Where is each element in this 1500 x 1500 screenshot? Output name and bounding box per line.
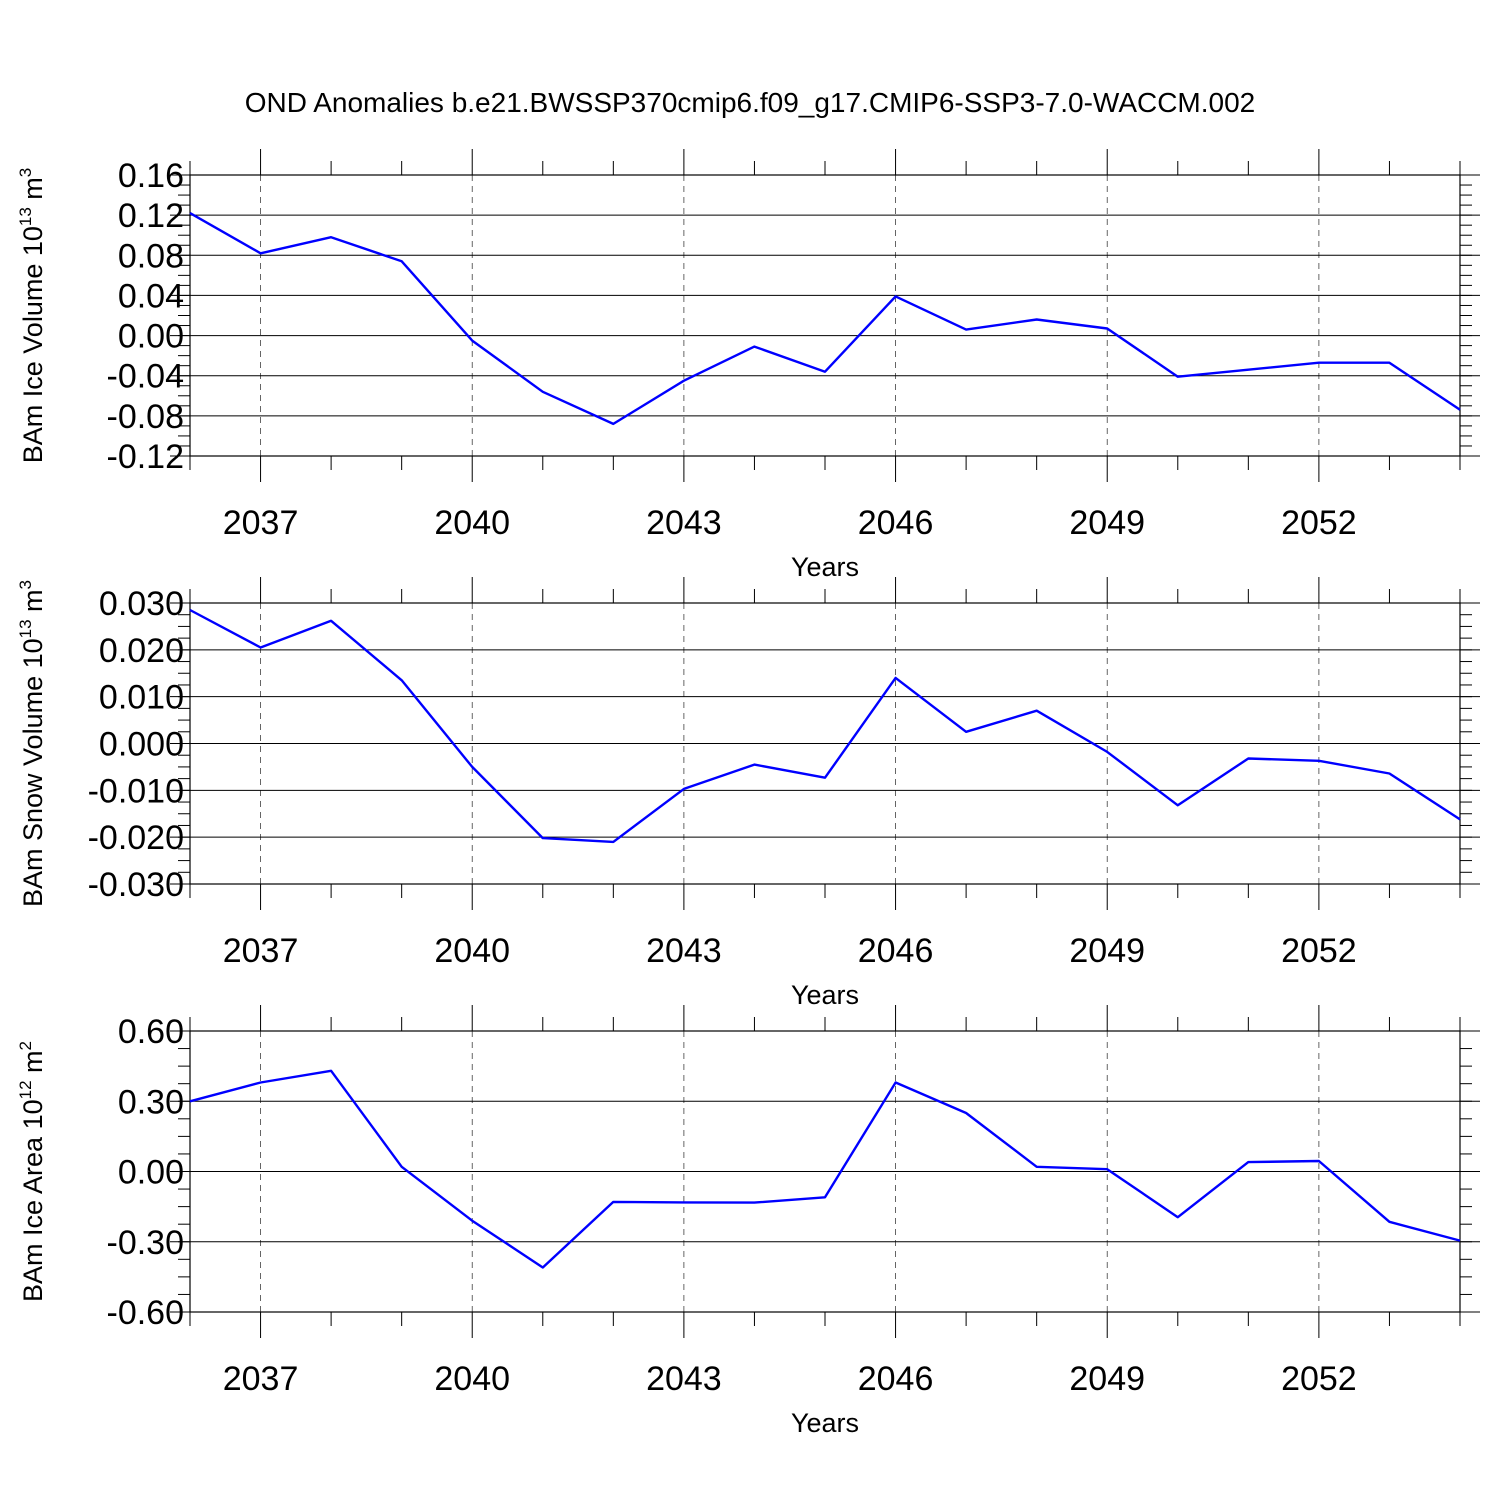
panel-1: -0.12-0.08-0.040.000.040.080.120.16 2037 2… (16, 149, 1480, 582)
series-line (189, 608, 1461, 844)
y-tick-label: -0.30 (107, 1224, 185, 1262)
x-tick-label: 2043 (646, 504, 722, 542)
x-tick-label: 2040 (434, 1360, 510, 1398)
y-tick-label: -0.010 (88, 772, 184, 810)
y-tick-label: -0.04 (107, 358, 185, 396)
y-tick-label: -0.030 (88, 866, 184, 904)
figure-title: OND Anomalies b.e21.BWSSP370cmip6.f09_g1… (245, 87, 1256, 118)
y-tick-label: 0.020 (99, 632, 184, 670)
x-tick-label: 2040 (434, 504, 510, 542)
x-tick-label: 2052 (1281, 932, 1357, 970)
x-tick-label: 2052 (1281, 1360, 1357, 1398)
x-tick-label: 2049 (1069, 504, 1145, 542)
series-line (189, 1069, 1461, 1269)
x-axis-label: Years (791, 1408, 859, 1438)
y-tick-label: 0.04 (118, 277, 184, 315)
x-tick-label: 2043 (646, 1360, 722, 1398)
x-axis-label: Years (791, 980, 859, 1010)
y-tick-label: 0.000 (99, 726, 184, 764)
y-tick-label: 0.010 (99, 679, 184, 717)
panel-3: -0.60 -0.30 0.00 0.30 0.60 2037 2040 2043 2046 20… (16, 1005, 1480, 1438)
y-tick-label: -0.12 (107, 438, 185, 476)
y-tick-label: 0.60 (118, 1013, 184, 1051)
x-tick-label: 2037 (223, 504, 299, 542)
y-tick-label: 0.030 (99, 585, 184, 623)
x-tick-label: 2043 (646, 932, 722, 970)
y-tick-label: 0.00 (118, 318, 184, 356)
x-tick-label: 2040 (434, 932, 510, 970)
y-axis-label: BAm Ice Area 1012 m2 (16, 1041, 48, 1302)
x-tick-label: 2049 (1069, 1360, 1145, 1398)
x-axis-label: Years (791, 552, 859, 582)
y-tick-label: 0.08 (118, 237, 184, 275)
series-line (189, 212, 1461, 426)
y-tick-label: -0.020 (88, 819, 184, 857)
x-tick-label: 2049 (1069, 932, 1145, 970)
y-axis-label: BAm Ice Volume 1013 m3 (16, 168, 48, 464)
x-tick-label: 2052 (1281, 504, 1357, 542)
x-tick-label: 2046 (858, 504, 934, 542)
plot-frame (189, 174, 1461, 457)
y-tick-label: -0.08 (107, 398, 185, 436)
y-tick-label: 0.00 (118, 1154, 184, 1192)
panel-2: -0.030 -0.020 -0.010 0.000 0.010 0.020 0.030 20… (16, 577, 1480, 1010)
y-tick-label: 0.12 (118, 197, 184, 235)
y-tick-label: -0.60 (107, 1294, 185, 1332)
x-tick-label: 2037 (223, 932, 299, 970)
x-tick-label: 2046 (858, 932, 934, 970)
y-tick-label: 0.30 (118, 1083, 184, 1121)
y-tick-label: 0.16 (118, 157, 184, 195)
y-axis-label: BAm Snow Volume 1013 m3 (16, 580, 48, 907)
x-tick-label: 2037 (223, 1360, 299, 1398)
x-tick-label: 2046 (858, 1360, 934, 1398)
